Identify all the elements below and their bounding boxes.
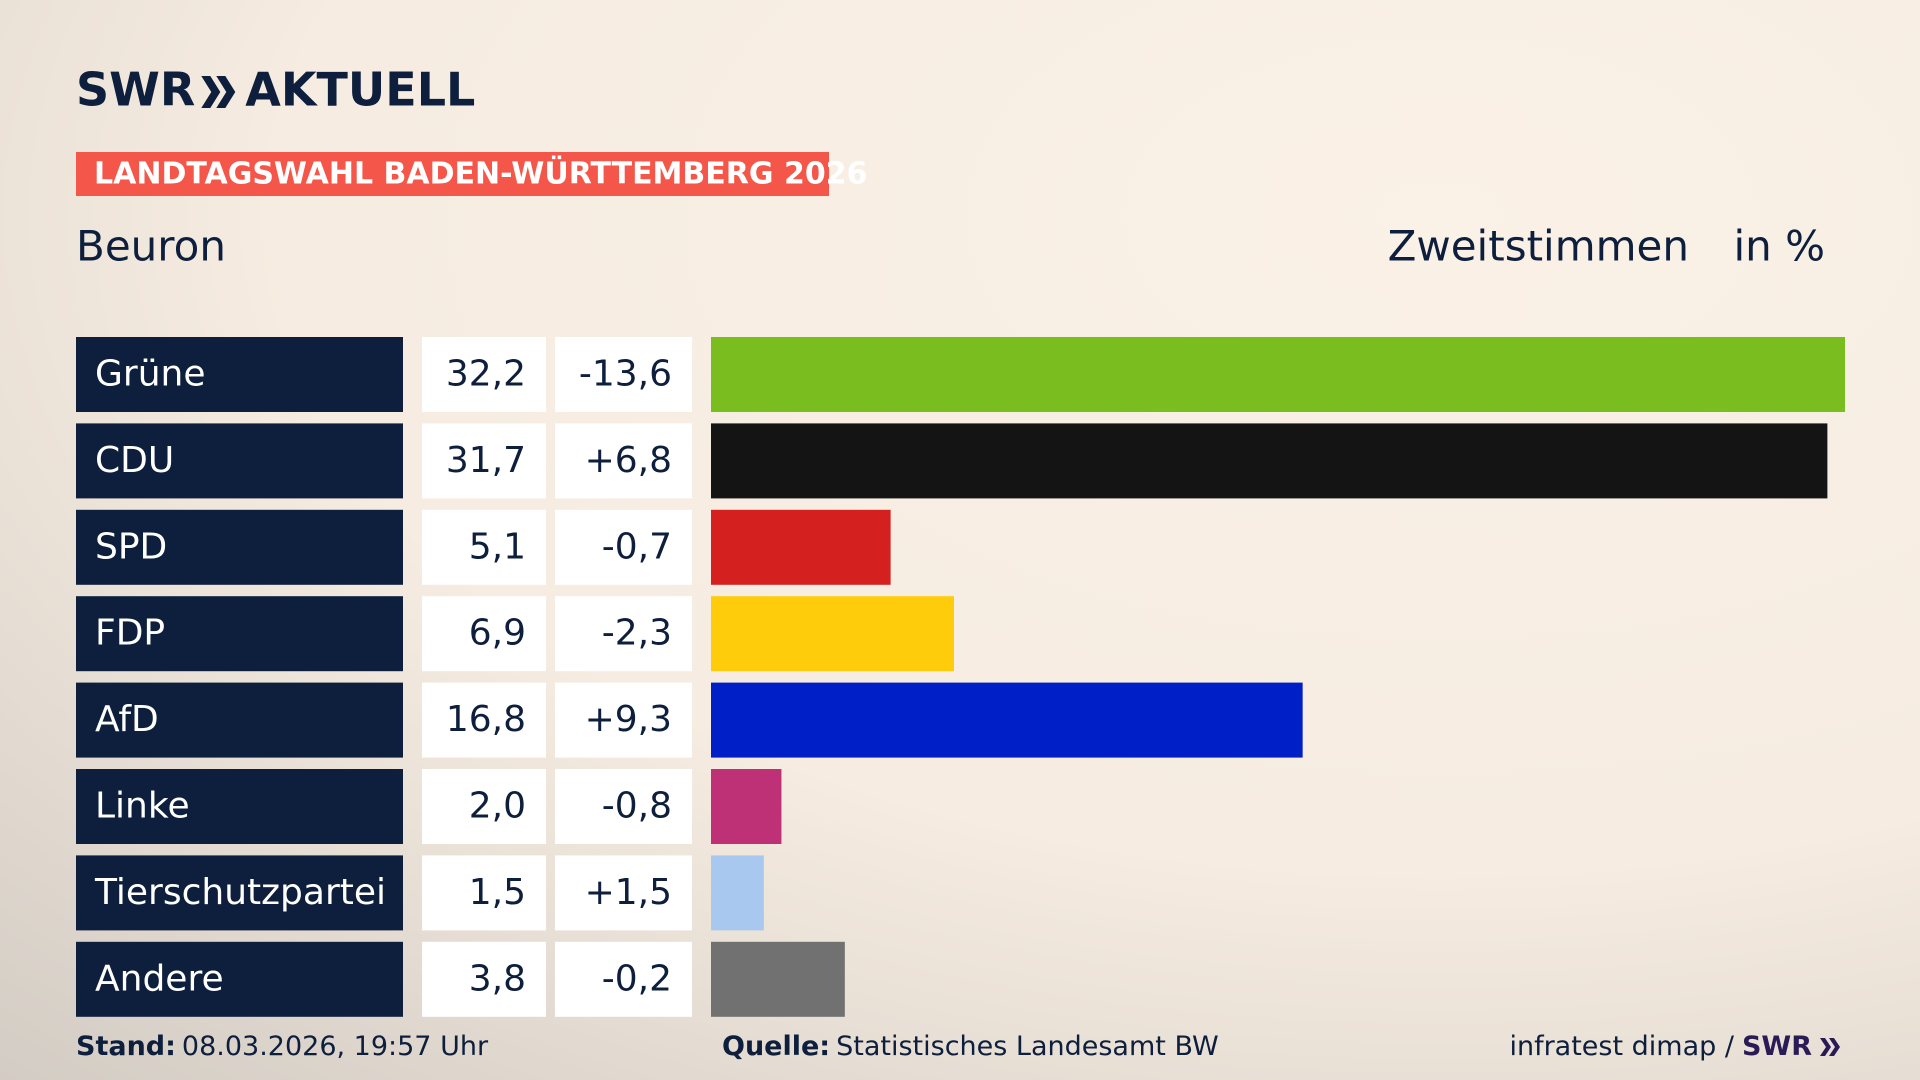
label-box (76, 337, 403, 412)
label-box (76, 769, 403, 844)
bar (711, 337, 1845, 412)
category-label: Andere (95, 958, 224, 999)
value-label: 31,7 (446, 440, 526, 481)
subtitle: Zweitstimmen (1388, 222, 1689, 271)
change-box (555, 682, 692, 758)
change-label: -0,7 (602, 526, 672, 567)
logo-suffix: AKTUELL (245, 63, 475, 117)
category-label: Grüne (95, 354, 205, 395)
bar (711, 423, 1828, 499)
category-label: FDP (95, 613, 165, 654)
change-box (555, 855, 692, 931)
change-box (555, 423, 692, 499)
change-label: +6,8 (585, 440, 672, 481)
logo-chevrons (201, 76, 236, 108)
change-label: -13,6 (579, 354, 672, 395)
label-box (76, 855, 403, 931)
change-label: -0,8 (602, 786, 672, 827)
value-label: 2,0 (469, 786, 526, 827)
footer-stand: Stand: 08.03.2026, 19:57 Uhr (76, 1031, 489, 1062)
change-label: +9,3 (585, 699, 672, 740)
label-box (76, 423, 403, 499)
value-box (422, 509, 546, 585)
credit-chevrons (1820, 1038, 1840, 1056)
value-label: 16,8 (446, 699, 526, 740)
banner-box (76, 152, 829, 196)
change-box (555, 509, 692, 585)
value-box (422, 337, 546, 412)
chart-title: Beuron (76, 222, 226, 271)
change-box (555, 596, 692, 672)
change-label: -2,3 (602, 613, 672, 654)
value-label: 1,5 (469, 872, 526, 913)
label-box (76, 509, 403, 585)
label-box (76, 596, 403, 672)
bar (711, 941, 845, 1017)
change-box (555, 337, 692, 412)
value-box (422, 423, 546, 499)
credit-brand: SWR (1742, 1031, 1812, 1062)
change-label: -0,2 (602, 958, 672, 999)
banner: LANDTAGSWAHL BADEN-WÜRTTEMBERG 2026 (94, 155, 867, 192)
footer-credit: infratest dimap / SWR (1509, 1031, 1812, 1062)
change-box (555, 941, 692, 1017)
logo: SWR AKTUELL (76, 63, 475, 117)
value-box (422, 855, 546, 931)
stand-label: Stand: (76, 1031, 176, 1062)
category-label: Tierschutzpartei (94, 872, 386, 913)
rows: Grüne 32,2 -13,6 CDU 31,7 +6,8 SPD 5,1 -0,7 FDP 6,… (76, 337, 1845, 1017)
value-label: 5,1 (469, 526, 526, 567)
category-label: AfD (95, 699, 159, 740)
bar (711, 596, 954, 672)
change-box (555, 769, 692, 844)
label-box (76, 682, 403, 758)
source: Statistisches Landesamt BW (836, 1031, 1219, 1062)
credit: infratest dimap / (1509, 1031, 1734, 1062)
value-label: 3,8 (469, 958, 526, 999)
bar (711, 682, 1303, 758)
label-box (76, 941, 403, 1017)
bar (711, 769, 782, 844)
value-label: 6,9 (469, 613, 526, 654)
source-label: Quelle: (722, 1031, 830, 1062)
value-box (422, 941, 546, 1017)
category-label: SPD (95, 526, 167, 567)
category-label: Linke (95, 786, 190, 827)
unit-label: in % (1733, 222, 1825, 271)
bar (711, 855, 764, 931)
category-label: CDU (95, 440, 174, 481)
footer-source: Quelle: Statistisches Landesamt BW (722, 1031, 1219, 1062)
value-box (422, 769, 546, 844)
value-box (422, 596, 546, 672)
logo-text: SWR (76, 63, 195, 117)
value-box (422, 682, 546, 758)
bar (711, 509, 891, 585)
stand: 08.03.2026, 19:57 Uhr (182, 1031, 489, 1062)
value-label: 32,2 (446, 354, 526, 395)
change-label: +1,5 (585, 872, 672, 913)
